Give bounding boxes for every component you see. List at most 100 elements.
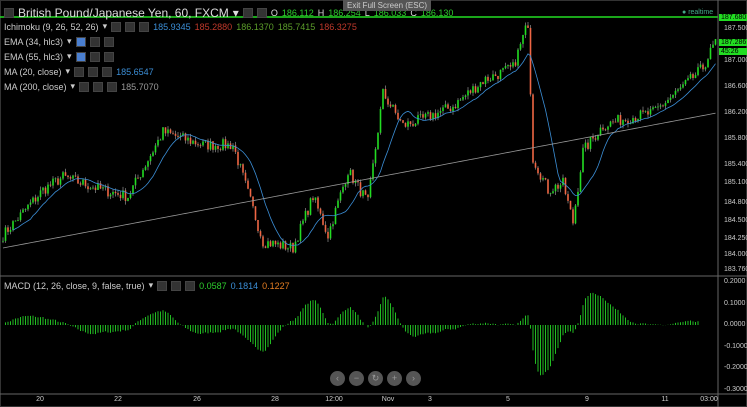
candle-body — [412, 124, 414, 126]
candle-body — [112, 191, 114, 195]
candle-body — [522, 34, 524, 44]
indicator-label[interactable]: MA (20, close) — [4, 66, 62, 77]
settings-icon[interactable] — [93, 81, 104, 92]
candle-body — [7, 227, 9, 232]
candle-body — [239, 164, 242, 166]
scroll-right-button[interactable]: › — [406, 371, 421, 386]
candle-body — [24, 209, 27, 211]
scroll-left-button[interactable]: ‹ — [330, 371, 345, 386]
macd-tick: -0.3000 — [724, 385, 747, 393]
candle-body — [12, 221, 14, 230]
candle-body — [169, 129, 172, 133]
symbol-title[interactable]: British Pound/Japanese Yen, 60, FXCM — [18, 6, 229, 20]
candle-body — [9, 229, 12, 232]
hide-icon[interactable] — [79, 81, 90, 92]
candle-body — [174, 133, 177, 136]
hide-icon[interactable] — [256, 8, 267, 18]
zoom-out-button[interactable]: − — [349, 371, 364, 386]
macd-label[interactable]: MACD (12, 26, close, 9, false, true) — [4, 280, 145, 291]
candle-body — [144, 166, 147, 170]
candle-body — [702, 64, 704, 70]
candle-body — [222, 139, 224, 150]
candle-body — [322, 213, 324, 225]
indicator-label[interactable]: EMA (34, hlc3) — [4, 36, 64, 47]
candle-body — [339, 192, 342, 201]
settings-icon[interactable] — [89, 36, 100, 47]
hide-icon[interactable] — [75, 36, 86, 47]
close-icon[interactable] — [185, 280, 196, 291]
candle-body — [632, 118, 634, 124]
candle-body — [457, 100, 459, 109]
candle-body — [362, 190, 364, 197]
candle-body — [442, 107, 444, 111]
candle-body — [532, 94, 534, 163]
candle-body — [182, 133, 184, 136]
indicator-label[interactable]: EMA (55, hlc3) — [4, 51, 64, 62]
indicator-value: 185.7415 — [277, 21, 316, 32]
candle-body — [539, 173, 542, 180]
hide-icon[interactable] — [157, 280, 168, 291]
settings-icon[interactable] — [125, 21, 136, 32]
exit-fullscreen-button[interactable]: Exit Full Screen (ESC) — [343, 0, 432, 11]
hide-icon[interactable] — [74, 66, 85, 77]
candle-body — [619, 115, 622, 125]
time-tick: 9 — [585, 396, 589, 403]
settings-icon[interactable] — [89, 51, 100, 62]
close-icon[interactable] — [139, 21, 150, 32]
close-icon[interactable] — [107, 81, 118, 92]
collapse-icon[interactable] — [4, 8, 14, 18]
candle-body — [379, 109, 382, 133]
candle-body — [327, 231, 329, 239]
candle-body — [444, 104, 447, 108]
hide-icon[interactable] — [75, 51, 86, 62]
close-icon[interactable] — [103, 51, 114, 62]
candle-body — [179, 135, 182, 137]
candle-body — [172, 132, 174, 134]
candle-body — [692, 74, 694, 79]
candle-body — [139, 177, 142, 179]
candle-body — [329, 226, 332, 239]
price-tick: 186.600 — [724, 83, 747, 90]
candle-body — [579, 172, 582, 192]
close-icon[interactable] — [102, 66, 113, 77]
settings-icon[interactable] — [88, 66, 99, 77]
hide-icon[interactable] — [111, 21, 122, 32]
candle-body — [29, 202, 32, 205]
candle-body — [524, 25, 527, 35]
zoom-in-button[interactable]: + — [387, 371, 402, 386]
candle-body — [232, 145, 234, 150]
settings-icon[interactable] — [171, 280, 182, 291]
time-tick: Nov — [381, 396, 395, 403]
candle-body — [272, 240, 274, 247]
candle-body — [289, 242, 292, 249]
reset-button[interactable]: ↻ — [368, 371, 383, 386]
candle-body — [242, 164, 244, 173]
candle-body — [67, 175, 69, 178]
candle-body — [87, 186, 89, 190]
indicator-label[interactable]: MA (200, close) — [4, 81, 67, 92]
candle-body — [669, 97, 672, 100]
indicator-label[interactable]: Ichimoku (9, 26, 52, 26) — [4, 21, 99, 32]
close-icon[interactable] — [103, 36, 114, 47]
candle-body — [414, 123, 417, 126]
indicator-value: 186.3275 — [319, 21, 357, 32]
candle-body — [42, 187, 44, 191]
candle-body — [102, 187, 104, 189]
last-price-label: 187.286 — [719, 39, 747, 46]
candle-body — [527, 25, 529, 28]
candle-body — [529, 27, 532, 95]
candle-body — [317, 197, 319, 209]
time-tick: 20 — [36, 396, 44, 403]
candle-body — [489, 80, 492, 82]
candle-body — [217, 146, 219, 149]
price-tick: 184.250 — [724, 235, 747, 242]
candle-body — [364, 190, 367, 195]
candle-body — [537, 167, 539, 174]
candle-body — [494, 74, 497, 76]
candle-body — [104, 186, 107, 188]
macd-tick: -0.1000 — [724, 342, 747, 350]
candle-body — [154, 145, 157, 153]
candle-body — [82, 179, 84, 185]
settings-icon[interactable] — [242, 8, 253, 18]
